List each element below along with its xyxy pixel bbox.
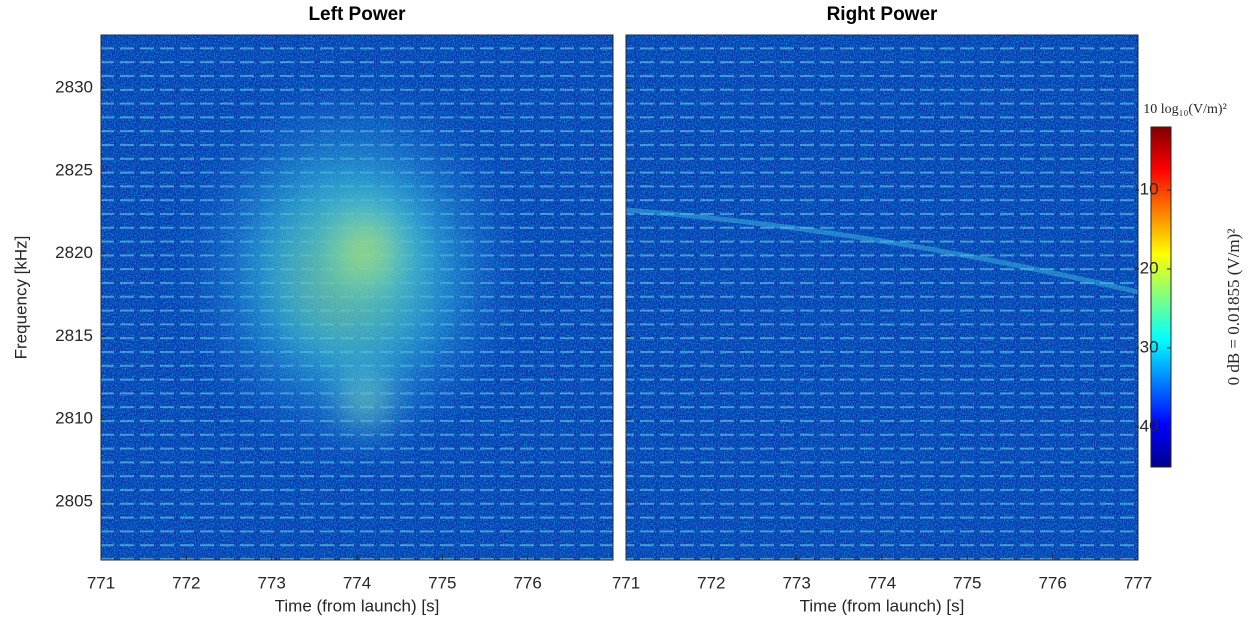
colorbar-tick-label: -30: [1134, 337, 1159, 356]
panel-title: Left Power: [308, 4, 406, 25]
colorbar-tick-label: -10: [1134, 180, 1159, 199]
x-tick-label: 773: [782, 573, 810, 592]
heatmap-lines: [626, 35, 1138, 560]
x-tick-label: 775: [428, 573, 456, 592]
x-axis-label: Time (from launch) [s]: [275, 596, 440, 615]
colorbar-side-label: 0 dB = 0.01855 (V/m)²: [1224, 229, 1243, 386]
y-tick-label: 2805: [55, 492, 93, 511]
emission: [286, 160, 446, 340]
x-tick-label: 771: [87, 573, 115, 592]
x-tick-label: 771: [612, 573, 640, 592]
colorbar-label: 10 log₁₀(V/m)²: [1143, 102, 1227, 117]
y-tick-label: 2810: [55, 409, 93, 428]
x-tick-label: 777: [1124, 573, 1152, 592]
x-tick-label: 774: [343, 573, 371, 592]
y-tick-label: 2815: [55, 326, 93, 345]
emission-blob: [181, 80, 521, 460]
colorbar-tick-label: -40: [1134, 416, 1159, 435]
heatmap-panel: [101, 35, 613, 560]
heatmap-panel: [625, 35, 1139, 560]
panel-title: Right Power: [827, 4, 938, 25]
x-tick-label: 772: [697, 573, 725, 592]
y-tick-label: 2830: [55, 77, 93, 96]
x-tick-label: 773: [257, 573, 285, 592]
emission-trace: [625, 207, 1139, 295]
y-axis-label: Frequency [kHz]: [11, 236, 30, 360]
emission: [326, 355, 406, 445]
x-tick-label: 776: [1038, 573, 1066, 592]
x-tick-label: 775: [953, 573, 981, 592]
x-tick-label: 772: [172, 573, 200, 592]
x-axis-label: Time (from launch) [s]: [800, 596, 965, 615]
colorbar: [1150, 126, 1172, 468]
x-tick-label: 774: [868, 573, 896, 592]
y-tick-label: 2825: [55, 160, 93, 179]
x-tick-label: 776: [513, 573, 541, 592]
colorbar-tick-label: -20: [1134, 258, 1159, 277]
y-tick-label: 2820: [55, 243, 93, 262]
